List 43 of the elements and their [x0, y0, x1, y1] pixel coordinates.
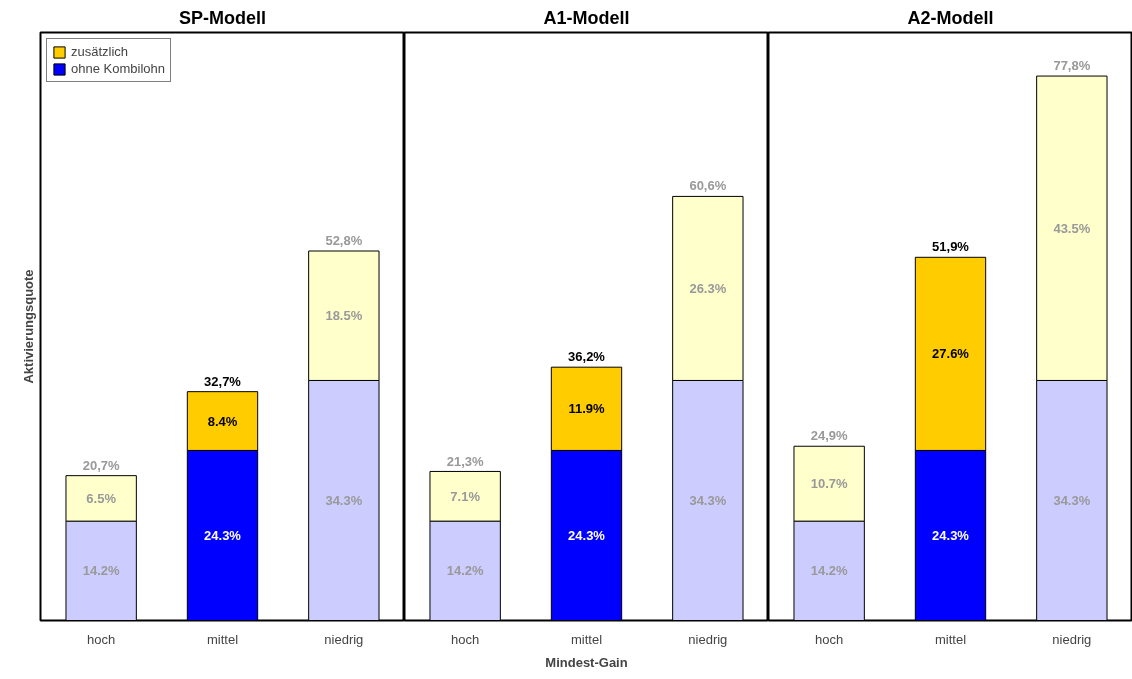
data-label: 24.3%: [568, 527, 606, 543]
x-tick-label: hoch: [87, 631, 116, 647]
data-label: 34.3%: [689, 492, 727, 508]
data-label: 6.5%: [86, 490, 117, 506]
x-tick-label: hoch: [451, 631, 480, 647]
data-label: 14.2%: [82, 563, 121, 579]
total-label: 77,8%: [1053, 58, 1091, 74]
x-tick-label: niedrig: [1052, 631, 1092, 647]
x-tick-label: niedrig: [688, 631, 728, 647]
x-tick-label: niedrig: [324, 631, 364, 647]
data-label: 11.9%: [568, 401, 606, 417]
total-label: 24,9%: [810, 428, 849, 444]
data-label: 34.3%: [325, 492, 363, 508]
total-label: 36,2%: [568, 349, 606, 365]
x-tick-label: hoch: [815, 631, 844, 647]
data-label: 14.2%: [810, 563, 849, 579]
x-tick-label: mittel: [206, 631, 239, 647]
chart-title: A1-Modell: [543, 7, 630, 28]
x-axis-title: Mindest-Gain: [545, 654, 628, 670]
data-label: 24.3%: [932, 527, 970, 543]
chart-title: A2-Modell: [907, 7, 994, 28]
data-label: 26.3%: [689, 280, 727, 296]
y-axis-title: Aktivierungsquote: [20, 269, 36, 384]
total-label: 21,3%: [446, 453, 485, 469]
data-label: 8.4%: [207, 413, 238, 429]
total-label: 51,9%: [932, 239, 970, 255]
total-label: 32,7%: [204, 373, 242, 389]
data-label: 18.5%: [325, 308, 363, 324]
total-label: 20,7%: [82, 457, 121, 473]
x-tick-label: mittel: [934, 631, 967, 647]
legend-label: zusätzlich: [71, 44, 129, 59]
data-label: 43.5%: [1053, 220, 1091, 236]
chart-title: SP-Modell: [179, 7, 267, 28]
total-label: 60,6%: [689, 178, 727, 194]
x-tick-label: mittel: [570, 631, 603, 647]
total-label: 52,8%: [325, 233, 363, 249]
data-label: 10.7%: [810, 476, 849, 492]
data-label: 14.2%: [446, 563, 485, 579]
data-label: 24.3%: [204, 527, 242, 543]
legend-label: ohne Kombilohn: [71, 61, 165, 76]
data-label: 34.3%: [1053, 492, 1091, 508]
data-label: 27.6%: [932, 346, 970, 362]
data-label: 7.1%: [450, 488, 481, 504]
